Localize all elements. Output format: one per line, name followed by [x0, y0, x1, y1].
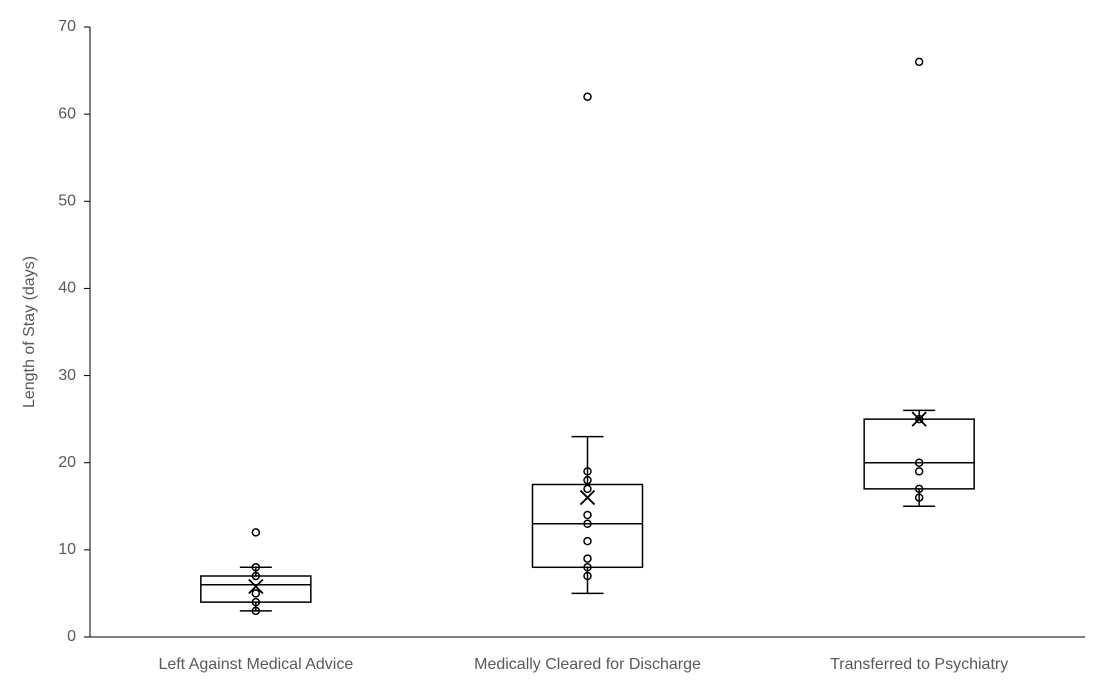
y-tick-label: 0 [67, 628, 76, 645]
data-point [251, 571, 261, 581]
y-axis-label: Length of Stay (days) [21, 256, 38, 408]
mean-marker [911, 411, 927, 427]
y-tick-label: 10 [58, 541, 76, 558]
mean-marker [579, 489, 596, 506]
data-point [583, 475, 592, 485]
y-tick-label: 20 [58, 454, 76, 471]
x-tick-label: Medically Cleared for Discharge [474, 656, 701, 673]
data-point [251, 597, 261, 607]
box [531, 483, 644, 569]
x-tick-label: Left Against Medical Advice [158, 656, 353, 673]
data-point [914, 484, 924, 494]
data-point [914, 57, 924, 67]
y-tick-label: 50 [58, 193, 76, 210]
data-point [583, 510, 592, 520]
data-point [251, 589, 261, 598]
data-point [583, 519, 592, 528]
y-tick-label: 40 [58, 280, 76, 297]
mean-marker [248, 578, 264, 595]
box [863, 418, 975, 490]
x-tick-label: Transferred to Psychiatry [830, 656, 1008, 673]
data-point [583, 571, 592, 581]
data-point [583, 484, 592, 494]
data-point [583, 467, 592, 476]
data-point [914, 414, 924, 424]
y-tick-label: 30 [58, 367, 76, 384]
box [200, 575, 312, 603]
y-tick-label: 60 [58, 105, 76, 122]
data-point [583, 536, 592, 546]
y-tick-label: 70 [58, 18, 76, 35]
data-point [583, 554, 592, 563]
data-point [251, 606, 261, 616]
data-point [583, 563, 592, 572]
data-point [914, 458, 924, 467]
data-point [914, 493, 924, 502]
data-point [251, 563, 261, 572]
data-point [914, 467, 924, 476]
data-point [583, 92, 592, 101]
data-point [251, 528, 261, 537]
